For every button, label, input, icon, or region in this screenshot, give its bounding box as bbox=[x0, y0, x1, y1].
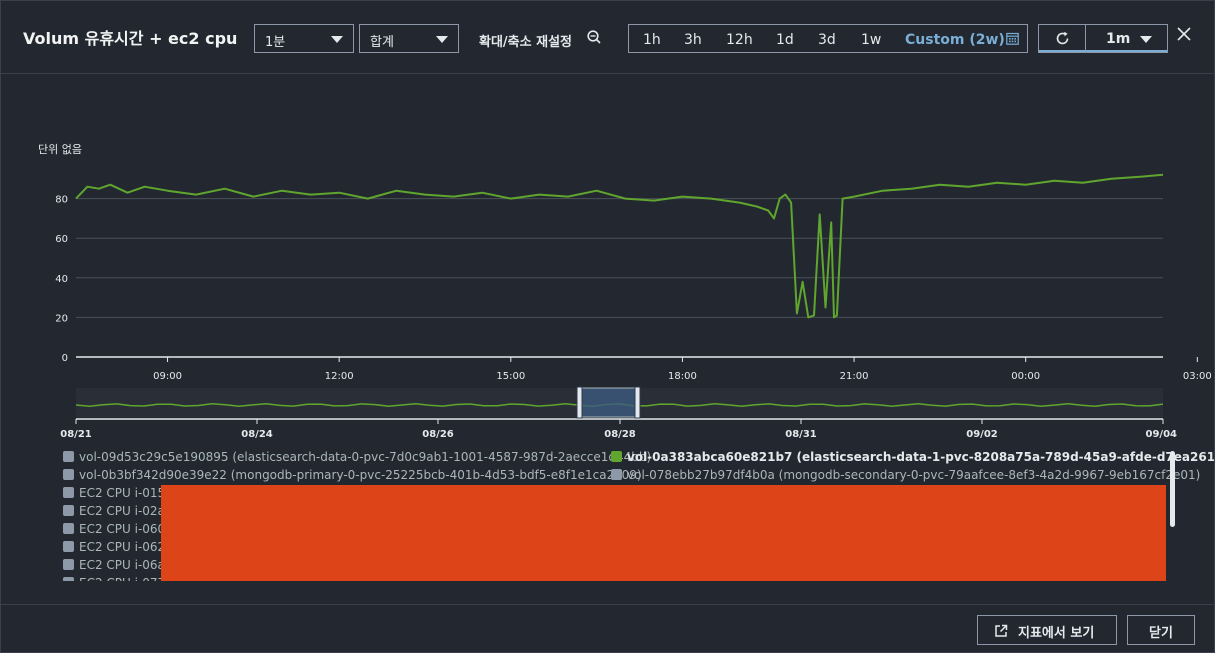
navigator-selection[interactable] bbox=[579, 387, 638, 418]
chevron-down-icon bbox=[436, 36, 448, 43]
legend-item-label: EC2 CPU i-077 bbox=[79, 576, 165, 581]
navigator-tick-label: 08/28 bbox=[604, 429, 636, 440]
legend-scrollbar[interactable] bbox=[1170, 451, 1175, 527]
page-title: Volum 유휴시간 + ec2 cpu bbox=[23, 29, 238, 48]
series-line[interactable] bbox=[75, 173, 1164, 319]
legend-item-label: vol-0a383abca60e821b7 (elasticsearch-dat… bbox=[627, 450, 1214, 464]
legend-swatch bbox=[63, 523, 74, 534]
refresh-interval-value: 1m bbox=[1106, 31, 1131, 47]
legend-item-label: EC2 CPU i-015e bbox=[79, 486, 173, 500]
x-tick-label: 09:00 bbox=[153, 371, 182, 382]
navigator-handle-left[interactable] bbox=[576, 386, 583, 419]
x-tick-label: 21:00 bbox=[840, 371, 869, 382]
chevron-down-icon bbox=[331, 36, 343, 43]
period-select[interactable]: 1분 bbox=[254, 24, 354, 53]
chevron-down-icon bbox=[1140, 36, 1152, 43]
view-in-metrics-button[interactable]: 지표에서 보기 bbox=[977, 615, 1117, 645]
legend-swatch bbox=[63, 559, 74, 570]
y-tick-label: 80 bbox=[55, 195, 68, 206]
legend-item[interactable]: EC2 CPU i-015e bbox=[63, 486, 173, 500]
refresh-control: 1m bbox=[1038, 24, 1168, 53]
range-1d-button[interactable]: 1d bbox=[776, 32, 794, 48]
external-link-icon bbox=[995, 624, 1008, 637]
calendar-icon[interactable] bbox=[1006, 32, 1019, 45]
navigator-tick-label: 08/31 bbox=[785, 429, 817, 440]
legend: vol-09d53c29c5e190895 (elasticsearch-dat… bbox=[1, 446, 1214, 581]
range-3d-button[interactable]: 3d bbox=[818, 32, 836, 48]
view-in-metrics-label: 지표에서 보기 bbox=[1018, 626, 1095, 641]
navigator-tick-label: 09/04 bbox=[1146, 429, 1178, 440]
x-tick-label: 12:00 bbox=[325, 371, 354, 382]
navigator-tick-label: 08/21 bbox=[60, 429, 92, 440]
period-select-value: 1분 bbox=[265, 35, 286, 50]
legend-item[interactable]: EC2 CPU i-060c bbox=[63, 522, 172, 536]
legend-item[interactable]: vol-078ebb27b97df4b0a (mongodb-secondary… bbox=[611, 468, 1200, 482]
range-12h-button[interactable]: 12h bbox=[726, 32, 753, 48]
time-range-group: 1h 3h 12h 1d 3d 1w Custom (2w) bbox=[628, 24, 1028, 53]
modal-footer: 지표에서 보기 닫기 bbox=[1, 604, 1214, 653]
y-tick-label: 20 bbox=[55, 313, 68, 324]
legend-item-label: EC2 CPU i-0626 bbox=[79, 540, 173, 554]
y-axis-unit-label: 단위 없음 bbox=[38, 143, 82, 156]
navigator-tick-label: 08/24 bbox=[241, 429, 273, 440]
range-custom-button[interactable]: Custom (2w) bbox=[905, 32, 1005, 48]
legend-item[interactable]: vol-09d53c29c5e190895 (elasticsearch-dat… bbox=[63, 450, 651, 464]
close-icon[interactable] bbox=[1176, 26, 1192, 42]
statistic-select-value: 합계 bbox=[370, 35, 394, 50]
legend-swatch bbox=[63, 451, 74, 462]
legend-swatch bbox=[63, 487, 74, 498]
legend-item-label: EC2 CPU i-060c bbox=[79, 522, 172, 536]
legend-item-label: vol-078ebb27b97df4b0a (mongodb-secondary… bbox=[627, 468, 1201, 482]
legend-swatch bbox=[63, 541, 74, 552]
navigator-handle-right[interactable] bbox=[634, 386, 641, 419]
legend-item[interactable]: EC2 CPU i-077 bbox=[63, 576, 165, 581]
refresh-button[interactable] bbox=[1039, 25, 1086, 52]
refresh-icon bbox=[1056, 31, 1069, 45]
x-tick-label: 00:00 bbox=[1011, 371, 1040, 382]
legend-item-label: EC2 CPU i-02a2 bbox=[79, 504, 173, 518]
legend-swatch bbox=[611, 469, 622, 480]
legend-item[interactable]: EC2 CPU i-02a2 bbox=[63, 504, 173, 518]
legend-item[interactable]: vol-0a383abca60e821b7 (elasticsearch-dat… bbox=[611, 450, 1214, 464]
range-1w-button[interactable]: 1w bbox=[861, 32, 882, 48]
y-tick-label: 60 bbox=[55, 234, 68, 245]
range-1h-button[interactable]: 1h bbox=[643, 32, 661, 48]
close-button[interactable]: 닫기 bbox=[1127, 615, 1195, 645]
refresh-interval-select[interactable]: 1m bbox=[1086, 25, 1167, 52]
redacted-region bbox=[161, 485, 1166, 581]
line-chart[interactable]: 0 20 40 60 80 09:00 12:00 15:00 18:00 21:00 00:00 0… bbox=[1, 151, 1214, 441]
x-tick-label: 18:00 bbox=[668, 371, 697, 382]
zoom-reset-button[interactable]: 확대/축소 재설정 bbox=[479, 35, 572, 50]
legend-item[interactable]: EC2 CPU i-06a9 bbox=[63, 558, 173, 572]
y-tick-label: 0 bbox=[62, 353, 68, 364]
legend-item-label: EC2 CPU i-06a9 bbox=[79, 558, 173, 572]
legend-item[interactable]: EC2 CPU i-0626 bbox=[63, 540, 173, 554]
zoom-out-icon[interactable] bbox=[587, 30, 601, 44]
x-tick-label: 03:00 bbox=[1183, 371, 1212, 382]
legend-item-label: vol-0b3bf342d90e39e22 (mongodb-primary-0… bbox=[79, 468, 642, 482]
legend-swatch bbox=[63, 577, 74, 581]
y-tick-label: 40 bbox=[55, 274, 68, 285]
navigator-tick-label: 08/26 bbox=[422, 429, 454, 440]
navigator-tick-label: 09/02 bbox=[966, 429, 998, 440]
legend-swatch bbox=[63, 505, 74, 516]
range-3h-button[interactable]: 3h bbox=[684, 32, 702, 48]
modal-header: Volum 유휴시간 + ec2 cpu 1분 합계 확대/축소 재설정 1h … bbox=[1, 1, 1214, 74]
legend-item[interactable]: vol-0b3bf342d90e39e22 (mongodb-primary-0… bbox=[63, 468, 642, 482]
legend-swatch bbox=[63, 469, 74, 480]
statistic-select[interactable]: 합계 bbox=[359, 24, 459, 53]
x-tick-label: 15:00 bbox=[496, 371, 525, 382]
legend-item-label: vol-09d53c29c5e190895 (elasticsearch-dat… bbox=[79, 450, 652, 464]
legend-swatch bbox=[611, 451, 622, 462]
